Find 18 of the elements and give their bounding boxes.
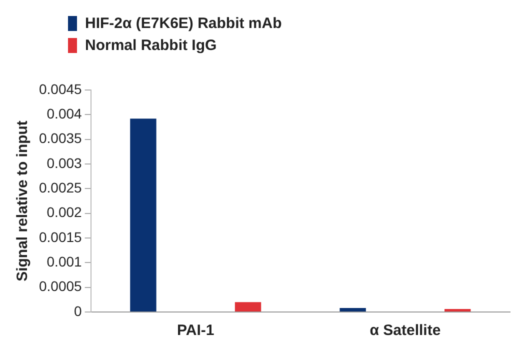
y-tick-label: 0.0005 [38,278,82,294]
y-tick-label: 0.0025 [38,180,82,196]
x-tick-label: α Satellite [370,322,441,340]
x-tick-label: PAI-1 [177,322,214,340]
y-tick-label: 0.003 [46,154,82,171]
y-tick-label: 0.004 [46,106,82,122]
legend-label: Normal Rabbit IgG [85,36,217,54]
y-tick-label: 0.0015 [38,228,82,245]
y-axis-title: Signal relative to input [14,120,32,282]
legend-label: HIF-2α (E7K6E) Rabbit mAb [85,14,282,32]
y-tick-label: 0.0045 [38,80,82,97]
y-tick-label: 0 [74,302,82,319]
bar [234,302,262,312]
y-tick-label: 0.001 [46,254,82,270]
bar [340,308,366,312]
y-tick-label: 0.0035 [38,130,82,146]
bar [130,118,156,312]
y-tick-label: 0.002 [46,204,82,220]
